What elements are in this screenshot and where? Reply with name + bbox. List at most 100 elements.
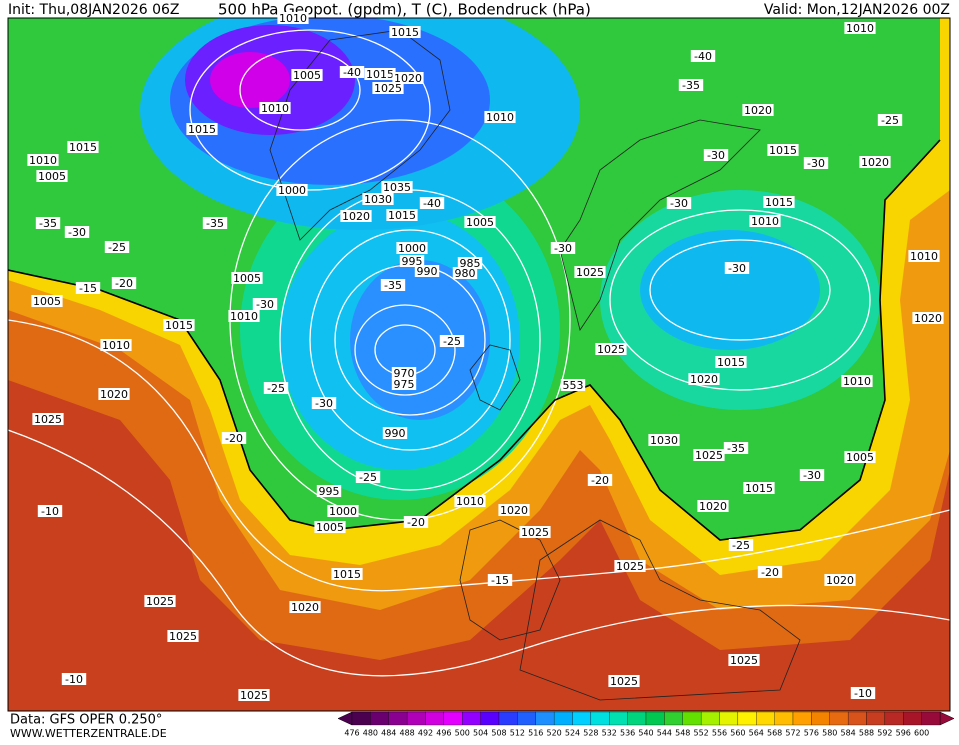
- map-label: 1000: [278, 184, 306, 197]
- map-label: 1025: [34, 413, 62, 426]
- map-label: -30: [728, 262, 746, 275]
- label-box: [550, 242, 576, 254]
- map-label: -35: [384, 279, 402, 292]
- label-box: [31, 295, 63, 307]
- label-box: [380, 279, 406, 291]
- label-box: [186, 123, 218, 135]
- label-box: [648, 434, 680, 446]
- colorbar-label: 560: [730, 729, 745, 738]
- valid-time: Valid: Mon,12JAN2026 00Z: [764, 2, 950, 18]
- map-label: -30: [68, 226, 86, 239]
- label-box: [27, 154, 59, 166]
- label-box: [850, 687, 876, 699]
- map-label: -30: [707, 149, 725, 162]
- label-box: [399, 255, 425, 267]
- map-label: -10: [41, 505, 59, 518]
- colorbar-swatch: [370, 711, 389, 726]
- map-label: -20: [407, 516, 425, 529]
- label-box: [724, 262, 750, 274]
- map-label: -35: [727, 442, 745, 455]
- colorbar-swatch: [351, 711, 371, 726]
- colorbar-swatch: [682, 711, 702, 726]
- label-box: [98, 388, 130, 400]
- map-label: 980: [455, 267, 476, 280]
- map-label: 1010: [261, 102, 289, 115]
- label-box: [231, 272, 263, 284]
- map-label: -25: [359, 471, 377, 484]
- map-label: 1020: [500, 504, 528, 517]
- map-label: -10: [854, 687, 872, 700]
- map-label: -30: [315, 397, 333, 410]
- map-label: -30: [803, 469, 821, 482]
- map-label: 1025: [616, 560, 644, 573]
- map-label: 1030: [650, 434, 678, 447]
- colorbar-swatch: [443, 711, 463, 726]
- colorbar-swatch: [553, 711, 573, 726]
- label-box: [452, 267, 478, 279]
- map-label: 1015: [717, 356, 745, 369]
- colorbar-label: 524: [565, 729, 580, 738]
- label-box: [331, 568, 363, 580]
- label-box: [454, 495, 486, 507]
- map-label: -20: [591, 474, 609, 487]
- label-box: [749, 215, 781, 227]
- label-box: [36, 170, 68, 182]
- colorbar-swatch: [756, 711, 775, 726]
- colorbar-label: 484: [381, 729, 396, 738]
- label-box: [908, 250, 940, 262]
- map-label: -40: [423, 197, 441, 210]
- map-label: 1020: [394, 72, 422, 85]
- map: [8, 18, 950, 711]
- field-cyan-east: [640, 230, 820, 350]
- colorbar-swatch: [737, 711, 757, 726]
- label-box: [419, 197, 445, 209]
- map-label: 1025: [610, 675, 638, 688]
- label-box: [314, 521, 346, 533]
- map-label: 1030: [364, 193, 392, 206]
- label-box: [697, 500, 729, 512]
- label-box: [595, 343, 627, 355]
- map-label: -20: [225, 432, 243, 445]
- colorbar-swatch: [884, 711, 904, 726]
- map-label: -20: [115, 277, 133, 290]
- map-label: -25: [732, 539, 750, 552]
- map-label: 1035: [383, 181, 411, 194]
- map-label: 1025: [169, 630, 197, 643]
- colorbar-label: 544: [657, 729, 672, 738]
- label-box: [912, 312, 944, 324]
- label-box: [202, 217, 228, 229]
- colorbar-label: 592: [877, 729, 892, 738]
- colorbar-label: 532: [602, 729, 617, 738]
- colorbar-swatch: [811, 711, 830, 726]
- map-label: 1005: [233, 272, 261, 285]
- map-label: -30: [670, 197, 688, 210]
- map-label: 1015: [769, 144, 797, 157]
- map-label: 990: [417, 265, 438, 278]
- map-label: 1005: [466, 216, 494, 229]
- colorbar-label: 492: [418, 729, 433, 738]
- map-label: 1010: [279, 12, 307, 25]
- label-box: [391, 378, 417, 390]
- map-title: 500 hPa Geopot. (gpdm), T (C), Bodendruc…: [218, 1, 591, 19]
- colorbar-swatch: [609, 711, 628, 726]
- map-label: 1020: [914, 312, 942, 325]
- contour-552: [8, 139, 941, 541]
- colorbar-label: 588: [859, 729, 874, 738]
- label-box: [391, 367, 417, 379]
- map-label: -25: [267, 382, 285, 395]
- colorbar-label: 500: [455, 729, 470, 738]
- colorbar-label: 480: [363, 729, 378, 738]
- label-box: [389, 26, 421, 38]
- map-label: 1020: [744, 104, 772, 117]
- map-frame: [7, 17, 951, 712]
- colorbar-swatch: [480, 711, 500, 726]
- colorbar-label: 528: [583, 729, 598, 738]
- map-label: -25: [443, 335, 461, 348]
- colorbar-label: 568: [767, 729, 782, 738]
- label-box: [263, 382, 289, 394]
- label-box: [75, 282, 101, 294]
- label-box: [844, 22, 876, 34]
- label-box: [487, 574, 513, 586]
- label-box: [67, 141, 99, 153]
- colorbar-label: 508: [491, 729, 506, 738]
